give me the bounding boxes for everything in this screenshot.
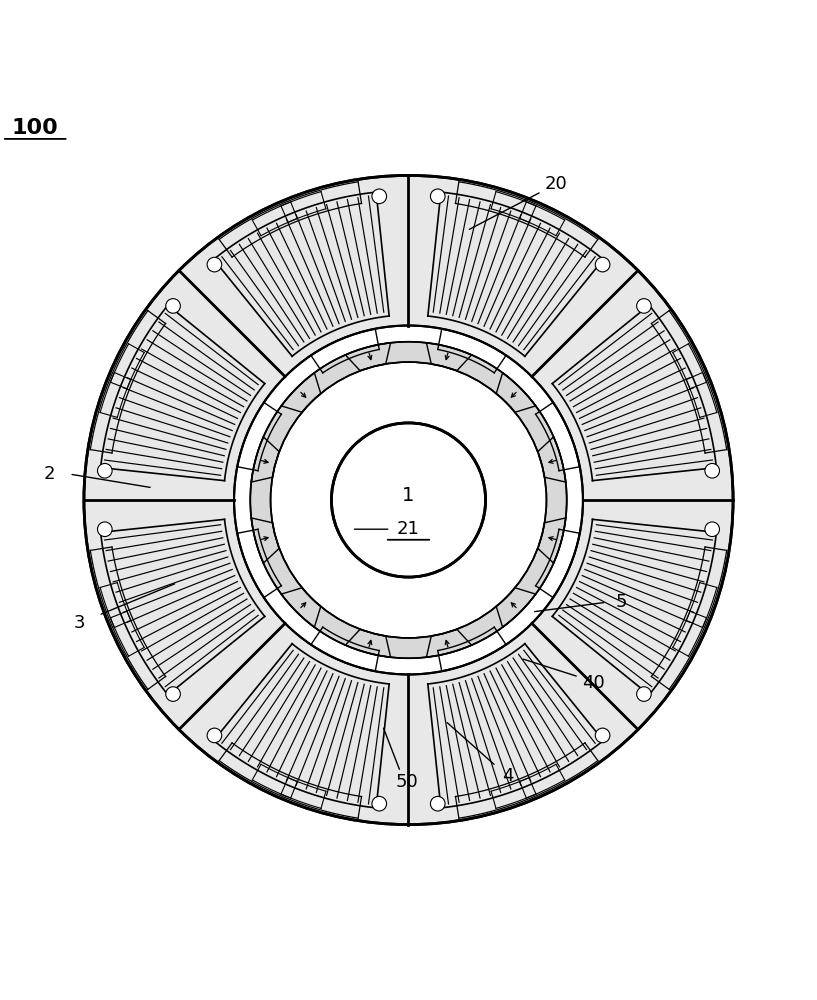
Text: 1: 1 xyxy=(402,486,415,505)
Text: 20: 20 xyxy=(545,175,568,193)
Circle shape xyxy=(636,687,651,701)
Text: 40: 40 xyxy=(583,674,605,692)
Circle shape xyxy=(270,362,547,638)
Circle shape xyxy=(596,728,609,743)
Circle shape xyxy=(332,423,485,577)
Text: 50: 50 xyxy=(395,773,418,791)
Circle shape xyxy=(97,522,112,537)
Circle shape xyxy=(208,728,221,743)
Circle shape xyxy=(208,257,221,272)
Circle shape xyxy=(84,175,733,825)
Circle shape xyxy=(596,257,609,272)
Circle shape xyxy=(97,463,112,478)
Text: 5: 5 xyxy=(615,593,627,611)
Text: 4: 4 xyxy=(502,767,513,785)
Text: 3: 3 xyxy=(74,614,86,632)
Circle shape xyxy=(234,326,583,674)
Circle shape xyxy=(166,687,181,701)
Circle shape xyxy=(431,796,445,811)
Text: 100: 100 xyxy=(12,118,59,138)
Circle shape xyxy=(705,522,720,537)
Circle shape xyxy=(372,189,386,204)
Circle shape xyxy=(705,463,720,478)
Text: 21: 21 xyxy=(397,520,420,538)
Circle shape xyxy=(166,299,181,313)
Circle shape xyxy=(250,342,567,658)
Circle shape xyxy=(636,299,651,313)
Text: 2: 2 xyxy=(44,465,56,483)
Circle shape xyxy=(372,796,386,811)
Circle shape xyxy=(431,189,445,204)
